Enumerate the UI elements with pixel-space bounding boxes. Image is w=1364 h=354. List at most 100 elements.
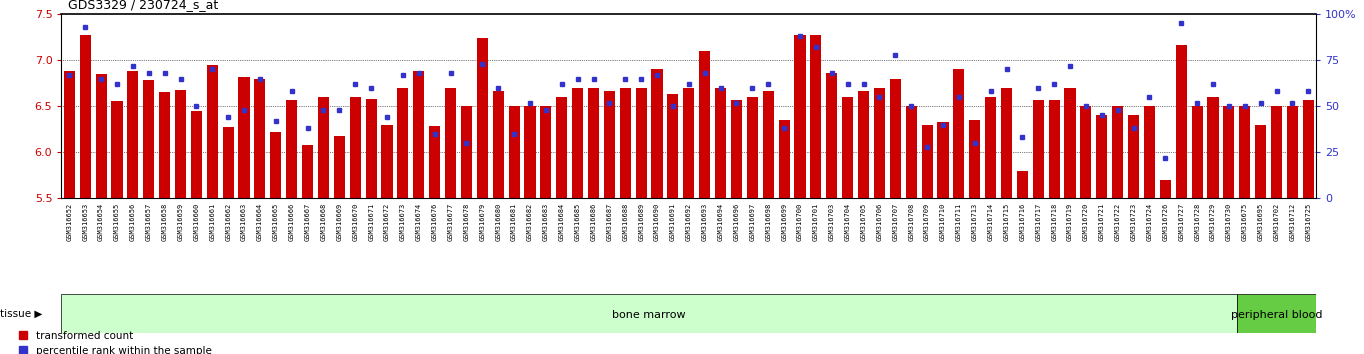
Text: GSM316721: GSM316721 [1099,203,1105,241]
Text: GSM316701: GSM316701 [813,203,818,241]
Text: GSM316716: GSM316716 [1019,203,1026,241]
Text: GSM316694: GSM316694 [717,203,723,241]
Text: GSM316654: GSM316654 [98,203,104,241]
Bar [461,106,472,198]
Text: GSM316676: GSM316676 [431,203,438,241]
Bar [1237,294,1316,333]
Text: GSM316725: GSM316725 [1305,203,1311,241]
Text: GSM316704: GSM316704 [844,203,851,241]
Text: GSM316711: GSM316711 [956,203,962,241]
Bar [430,126,441,198]
Text: GSM316666: GSM316666 [289,203,295,241]
Text: GSM316656: GSM316656 [130,203,136,241]
Text: GSM316698: GSM316698 [765,203,771,241]
Text: GSM316696: GSM316696 [734,203,739,241]
Text: GSM316675: GSM316675 [1241,203,1248,241]
Bar [222,127,233,198]
Text: GSM316702: GSM316702 [1274,203,1279,241]
Bar [953,69,964,198]
Bar [889,79,900,198]
Text: GSM316687: GSM316687 [607,203,612,241]
Text: GSM316684: GSM316684 [559,203,565,241]
Bar [1016,171,1028,198]
Text: GSM316677: GSM316677 [447,203,454,241]
Text: GSM316657: GSM316657 [146,203,151,241]
Bar [127,71,138,198]
Bar [64,71,75,198]
Bar [636,88,647,198]
Bar [1049,100,1060,198]
Bar [207,65,218,198]
Text: GSM316672: GSM316672 [385,203,390,241]
Text: GSM316710: GSM316710 [940,203,947,241]
Bar [700,51,711,198]
Bar [557,97,567,198]
Bar [445,88,456,198]
Bar [95,74,106,198]
Bar [286,100,297,198]
Bar [794,35,806,198]
Text: GSM316718: GSM316718 [1052,203,1057,241]
Text: GSM316691: GSM316691 [670,203,677,241]
Bar [1192,106,1203,198]
Text: GSM316667: GSM316667 [304,203,311,241]
Text: GSM316717: GSM316717 [1035,203,1041,241]
Bar [715,88,726,198]
Bar [937,122,948,198]
Text: GSM316659: GSM316659 [177,203,184,241]
Bar [524,106,536,198]
Bar [1207,97,1218,198]
Text: GSM316678: GSM316678 [464,203,469,241]
Text: GSM316653: GSM316653 [82,203,89,241]
Text: GSM316680: GSM316680 [495,203,501,241]
Bar [175,90,186,198]
Text: GSM316669: GSM316669 [337,203,342,241]
Bar [1112,106,1124,198]
Bar [1303,100,1314,198]
Text: GSM316674: GSM316674 [416,203,421,241]
Bar [492,91,503,198]
Bar [683,88,694,198]
Text: GSM316655: GSM316655 [115,203,120,241]
Text: GSM316693: GSM316693 [701,203,708,241]
Bar [667,94,678,198]
Text: GSM316699: GSM316699 [782,203,787,241]
Bar [906,106,917,198]
Text: GSM316713: GSM316713 [971,203,978,241]
Bar [349,97,361,198]
Text: GSM316688: GSM316688 [622,203,629,241]
Text: GSM316668: GSM316668 [321,203,326,241]
Bar [160,92,170,198]
Bar [572,88,584,198]
Bar [413,71,424,198]
Text: GSM316709: GSM316709 [923,203,930,241]
Text: GSM316664: GSM316664 [256,203,263,241]
Text: GSM316703: GSM316703 [829,203,835,241]
Text: GSM316682: GSM316682 [527,203,533,241]
Bar [509,106,520,198]
Text: GSM316652: GSM316652 [67,203,72,241]
Text: GSM316708: GSM316708 [908,203,914,241]
Text: GSM316692: GSM316692 [686,203,692,241]
Text: GSM316706: GSM316706 [877,203,883,241]
Text: bone marrow: bone marrow [612,310,686,320]
Bar [334,136,345,198]
Bar [922,125,933,198]
Text: GSM316662: GSM316662 [225,203,231,241]
Bar [270,132,281,198]
Text: GSM316671: GSM316671 [368,203,374,241]
Text: GSM316663: GSM316663 [241,203,247,241]
Bar [397,88,408,198]
Bar [1224,106,1234,198]
Text: GDS3329 / 230724_s_at: GDS3329 / 230724_s_at [68,0,218,11]
Bar [970,120,981,198]
Bar [79,35,91,198]
Text: GSM316730: GSM316730 [1226,203,1232,241]
Bar [874,88,885,198]
Bar [382,125,393,198]
Text: GSM316683: GSM316683 [543,203,548,241]
Text: GSM316695: GSM316695 [1258,203,1263,241]
Bar [985,97,996,198]
Text: tissue ▶: tissue ▶ [0,308,42,318]
Bar [366,99,376,198]
